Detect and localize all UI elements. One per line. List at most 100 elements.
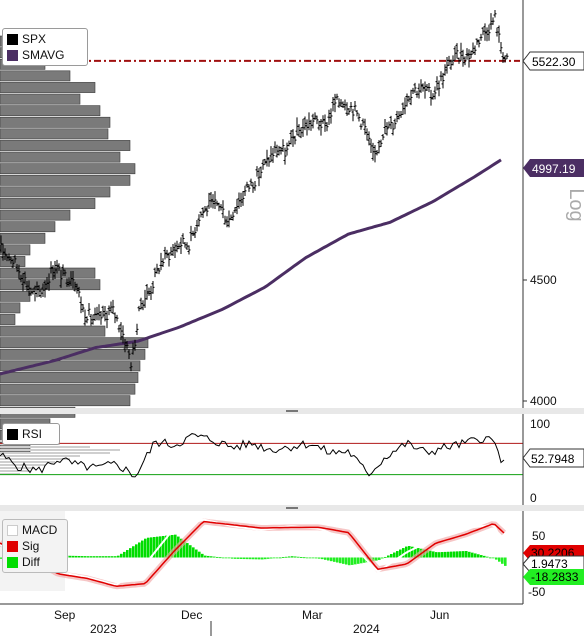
diff-histogram-bar [345,557,348,565]
diff-histogram-bar [450,551,453,558]
spx-ohlc-bar [257,168,261,187]
spx-ohlc-bar [385,122,389,136]
rsi-profile-bar [0,455,80,457]
spx-ohlc-bar [215,200,219,207]
diff-histogram-bar [360,557,363,564]
spx-ohlc-bar [129,362,133,372]
diff-histogram-bar [492,557,495,559]
spx-ohlc-bar [435,76,439,91]
rsi-legend-rsi[interactable]: RSI [7,426,55,442]
spx-ohlc-bar [333,93,337,113]
spx-legend-label: SPX [22,32,47,46]
spx-ohlc-bar [37,285,41,297]
diff-histogram-bar [243,557,246,560]
spx-ohlc-bar [185,242,189,251]
diff-histogram-bar [330,557,333,562]
diff-histogram-bar [336,557,339,563]
spx-ohlc-bar [355,109,359,117]
diff-histogram-bar [234,557,237,559]
spx-ohlc-bar [439,71,443,82]
spx-ohlc-bar [71,270,75,289]
spx-ohlc-bar [259,166,263,179]
diff-histogram-bar [198,551,201,558]
macd-legend-diff[interactable]: Diff [7,554,63,570]
spx-ohlc-bar [399,111,403,118]
macd-legend-sig[interactable]: Sig [7,538,63,554]
diff-histogram-bar [105,556,108,558]
macd-legend-label: MACD [22,523,58,537]
spx-ohlc-bar [187,245,191,255]
spx-ohlc-bar [43,280,47,298]
diff-histogram-bar [168,535,171,558]
diff-histogram-bar [357,557,360,564]
spx-ohlc-bar [205,206,209,217]
spx-ohlc-bar [469,50,473,59]
spx-ohlc-bar [403,97,407,115]
spx-ohlc-bar [221,200,225,219]
diff-histogram-bar [444,551,447,558]
x-label-sep: Sep [54,608,76,622]
spx-ohlc-bar [347,108,351,115]
rsi-profile-bar [0,452,110,454]
diff-histogram-bar [162,536,165,558]
volume-profile-bar [0,267,96,279]
volume-profile-bar [0,105,101,117]
rsi-legend-label: RSI [22,427,43,441]
spx-ohlc-bar [145,284,149,300]
diff-histogram-bar [207,555,210,558]
rsi-profile-bar [0,464,45,466]
volume-profile-bar [0,372,139,383]
spx-ohlc-bar [419,79,423,93]
spx-ohlc-bar [265,149,269,167]
spx-ohlc-bar [317,120,321,131]
price-legend-smavg[interactable]: SMAVG [7,47,83,63]
spx-ohlc-bar [295,117,299,136]
spx-ohlc-bar [75,283,79,294]
diff-histogram-bar [432,551,435,558]
price-legend-spx[interactable]: SPX [7,31,83,47]
spx-ohlc-bar [21,273,25,292]
spx-ohlc-bar [91,314,95,325]
spx-ohlc-bar [465,48,469,60]
rsi-value-tag-bg [522,448,584,468]
spx-ohlc-bar [291,129,295,147]
diff-histogram-bar [156,536,159,558]
rsi-profile-bar [0,461,55,463]
spx-ohlc-bar [293,135,297,145]
spx-ohlc-bar [87,303,91,316]
spx-ohlc-bar [157,267,161,275]
diff-histogram-bar [342,557,345,564]
spx-ohlc-bar [131,342,135,355]
spx-ohlc-bar [359,123,363,130]
spx-ohlc-bar [175,240,179,253]
spx-ohlc-bar [443,64,447,76]
diff-histogram-bar [489,557,492,559]
smavg-tag: 4997.19 [523,159,584,177]
diff-histogram-bar [471,552,474,558]
diff-histogram-bar [228,557,231,559]
spx-ohlc-bar [493,10,497,18]
volume-profile-bar [0,93,81,105]
diff-histogram-bar [411,546,414,558]
volume-profile-bar [0,140,131,151]
diff-histogram-bar [363,557,366,563]
spx-ohlc-bar [25,281,29,292]
spx-ohlc-bar [489,13,493,30]
diff-histogram-bar [90,556,93,558]
spx-ohlc-bar [59,269,63,288]
spx-ohlc-bar [329,108,333,124]
spx-ohlc-bar [495,27,499,37]
diff-histogram-bar [354,557,357,565]
diff-histogram-bar [339,557,342,564]
rsi-profile-bar [0,458,70,460]
spx-ohlc-bar [249,178,253,186]
macd-legend-macd[interactable]: MACD [7,522,63,538]
spx-ohlc-bar [449,59,453,70]
spx-ohlc-bar [51,265,55,281]
diff-histogram-bar [144,538,147,558]
diff-histogram-bar [240,557,243,559]
spx-ohlc-bar [13,255,17,263]
spx-ohlc-bar [431,93,435,100]
diff-histogram-bar [315,557,318,559]
spx-ohlc-bar [389,115,393,130]
